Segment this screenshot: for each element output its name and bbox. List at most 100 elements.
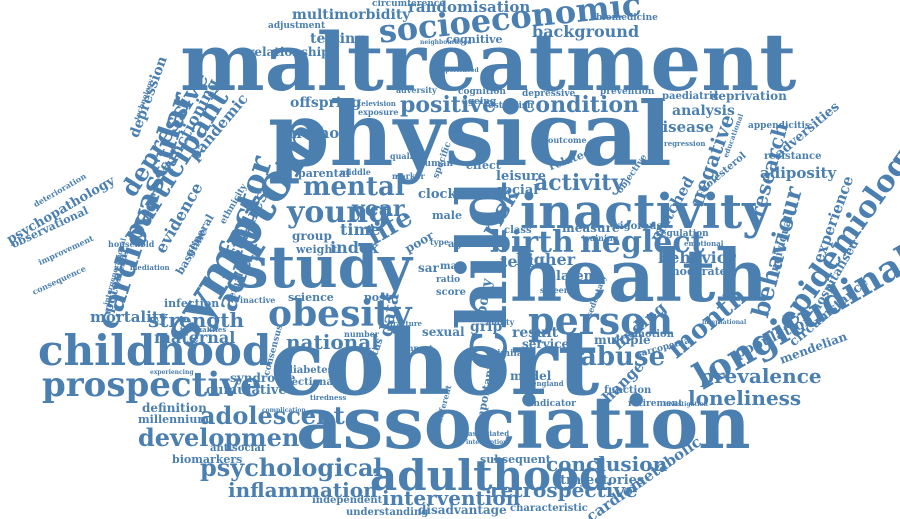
word-experiencing: experiencing [150,369,194,376]
word-young: young [287,195,390,230]
word-behavior: behavior [658,248,736,267]
word-cumulative: cumulative [206,383,287,398]
word-physical: physical [268,82,672,186]
word-ratio: ratio [436,275,461,285]
word-neglect: neglect [580,225,705,260]
word-abuse: abuse [580,342,666,372]
word-biomedicine: biomedicine [596,13,658,23]
word-depressive-small: depressive [522,89,576,99]
word-association: association [296,380,751,465]
word-group: group [292,229,332,243]
word-ageing: ageing [462,97,497,107]
word-diabetes: diabetes [286,365,334,376]
word-background: background [532,22,640,41]
word-disadvantage: disadvantage [418,503,507,517]
word-deprivation: deprivation [710,89,787,103]
word-interruption: interruption [466,439,508,446]
word-appendicitis: appendicitis [748,121,810,131]
word-social: social [496,183,539,198]
word-activity: activity [534,170,625,196]
word-emotional: emotional [684,239,724,248]
word-exposure: exposure [358,107,399,117]
word-paediatric: paediatric [662,91,719,102]
word-adiposity: adiposity [760,164,837,182]
word-antisocial: antisocial [210,443,265,454]
word-method: method [286,124,350,142]
word-outcome: outcome [548,135,587,145]
word-ability: ability [486,317,515,327]
word-conclusion: conclusion [546,452,668,476]
word-sectional: sectional [286,377,337,388]
word-post: post [364,291,391,304]
word-grip: grip [470,319,503,335]
word-test: test [500,252,534,271]
word-sexual: sexual [422,325,465,339]
word-screen: screen [540,285,570,295]
word-resistance: resistance [764,151,822,162]
word-year: year [352,196,405,222]
word-regression: regression [664,139,706,148]
word-emotion: emotion [628,329,674,340]
word-type: type [430,237,450,247]
word-positive: positive [400,92,497,118]
word-understanding: understanding [346,507,429,518]
word-cohort: cohort [270,310,600,416]
word-effect: effect [466,159,501,172]
word-multimorbidity: multimorbidity [292,7,411,23]
word-indicator: indicator [530,399,576,409]
word-investigation: investigation [664,401,708,408]
word-subsequent: subsequent [480,453,551,466]
word-training: training [582,233,619,243]
word-mental: mental [303,172,405,202]
word-experienced: experienced [438,67,479,74]
word-syndrome: syndrome [230,371,296,385]
word-marker: marker [392,171,425,181]
word-measure: measure [562,221,620,235]
word-obesity: obesity [268,293,412,335]
word-strength: strength [148,308,245,332]
word-prospective: prospective [42,365,262,405]
word-psychological: psychological [200,453,383,482]
word-adversity: adversity [396,85,437,95]
word-index: index [330,238,379,257]
word-international: international [702,319,747,326]
word-health: health [510,233,768,318]
word-associated: associated [468,429,510,438]
word-birth: birth [490,225,574,260]
word-development: development [138,423,311,452]
word-prevalence: prevalence [700,364,822,388]
word-impact: impact [402,343,433,353]
word-characteristic: characteristic [510,503,588,514]
word-biomarkers: biomarkers [172,453,243,466]
word-maternal: maternal [154,328,236,347]
word-consequence: consequence [30,263,88,297]
word-adulthood: adulthood [370,451,609,500]
word-cognitive: cognitive [446,33,503,46]
word-national: national [286,330,379,354]
word-inactive: inactive [240,295,276,305]
word-clock: clock [418,187,457,202]
word-prevention: prevention [600,87,655,97]
word-review: review [458,313,487,323]
word-england: england [532,379,564,388]
word-offspring: offspring [290,95,362,111]
word-retirement: retirement [628,399,683,409]
word-circumference: circumference [372,0,446,9]
word-number: number [344,329,379,339]
word-mortality: mortality [90,308,168,326]
word-adolescent: adolescent [200,401,345,430]
word-trajectories: trajectories [560,473,645,488]
word-improvement: improvement [36,232,95,268]
word-time: time [340,220,381,239]
word-weight: weight [296,243,338,256]
word-testing: testing [310,31,366,47]
word-television: television [358,99,396,108]
word-result: result [512,325,559,341]
word-inactivity: inactivity [520,184,771,240]
word-complication: complication [262,407,306,414]
word-establish: establish [488,101,534,111]
word-randomisation: randomisation [408,0,531,16]
word-aged: aged [448,239,475,250]
word-inflammation: inflammation [228,478,378,502]
